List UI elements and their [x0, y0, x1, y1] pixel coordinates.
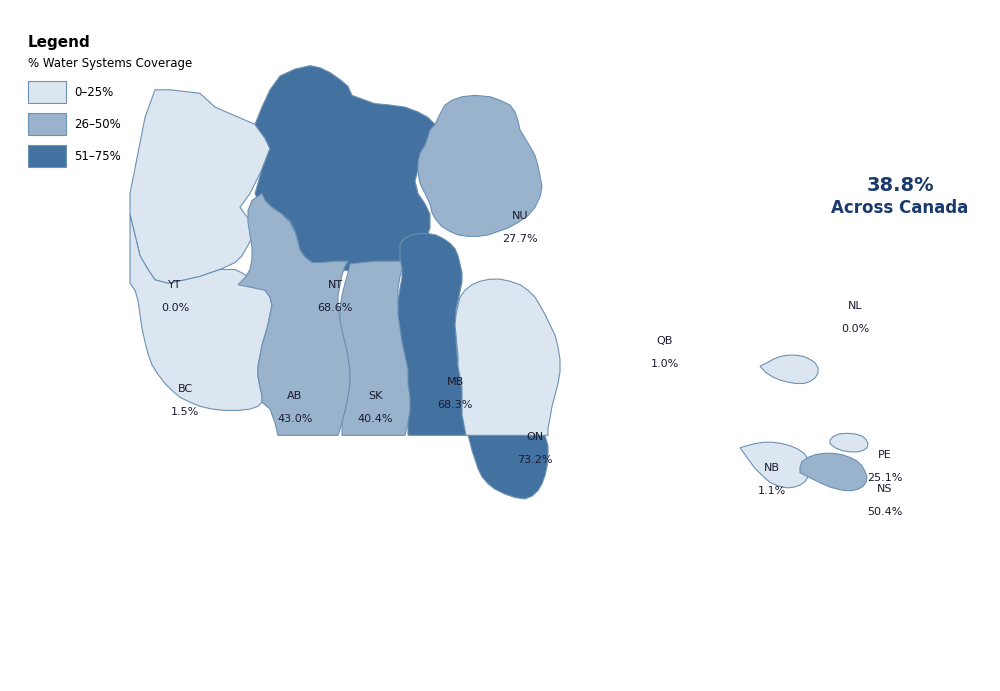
Text: 0–25%: 0–25%	[74, 86, 113, 99]
Polygon shape	[740, 442, 810, 488]
Text: ON: ON	[526, 433, 544, 442]
Polygon shape	[130, 90, 270, 283]
Text: 1.1%: 1.1%	[758, 486, 786, 496]
Text: % Water Systems Coverage: % Water Systems Coverage	[28, 57, 192, 70]
Text: NT: NT	[327, 281, 343, 290]
Polygon shape	[418, 95, 542, 236]
Text: 43.0%: 43.0%	[277, 414, 313, 424]
Text: NU: NU	[512, 211, 528, 221]
Text: NL: NL	[848, 301, 862, 311]
Text: 38.8%: 38.8%	[866, 176, 934, 194]
Text: 1.0%: 1.0%	[651, 359, 679, 368]
Text: 25.1%: 25.1%	[867, 473, 903, 482]
Text: PE: PE	[878, 450, 892, 460]
Text: 50.4%: 50.4%	[867, 507, 903, 517]
Polygon shape	[255, 66, 440, 271]
Text: BC: BC	[177, 384, 193, 394]
Text: 68.6%: 68.6%	[317, 303, 353, 313]
Text: 26–50%: 26–50%	[74, 117, 121, 131]
Text: NB: NB	[764, 464, 780, 473]
Polygon shape	[800, 453, 867, 491]
Text: 51–75%: 51–75%	[74, 149, 121, 162]
Polygon shape	[455, 279, 560, 435]
Text: Legend: Legend	[28, 35, 91, 50]
Text: 0.0%: 0.0%	[161, 303, 189, 313]
Polygon shape	[830, 433, 868, 452]
Text: 73.2%: 73.2%	[517, 455, 553, 465]
Text: 40.4%: 40.4%	[357, 414, 393, 424]
Polygon shape	[130, 214, 272, 410]
Text: MB: MB	[446, 377, 464, 387]
Text: Across Canada: Across Canada	[831, 199, 969, 217]
Polygon shape	[760, 355, 818, 384]
Bar	[28, 145, 66, 167]
Bar	[28, 81, 66, 103]
Text: YT: YT	[168, 281, 182, 290]
Text: QB: QB	[657, 336, 673, 346]
Text: 1.5%: 1.5%	[171, 407, 199, 417]
Polygon shape	[468, 406, 548, 499]
Polygon shape	[238, 193, 350, 435]
Text: SK: SK	[368, 391, 382, 401]
Text: AB: AB	[287, 391, 303, 401]
Text: 0.0%: 0.0%	[841, 324, 869, 334]
Polygon shape	[398, 234, 468, 435]
Text: 68.3%: 68.3%	[437, 400, 473, 410]
Text: NS: NS	[877, 484, 893, 494]
Text: 27.7%: 27.7%	[502, 234, 538, 244]
Bar	[28, 113, 66, 135]
Polygon shape	[340, 261, 412, 435]
